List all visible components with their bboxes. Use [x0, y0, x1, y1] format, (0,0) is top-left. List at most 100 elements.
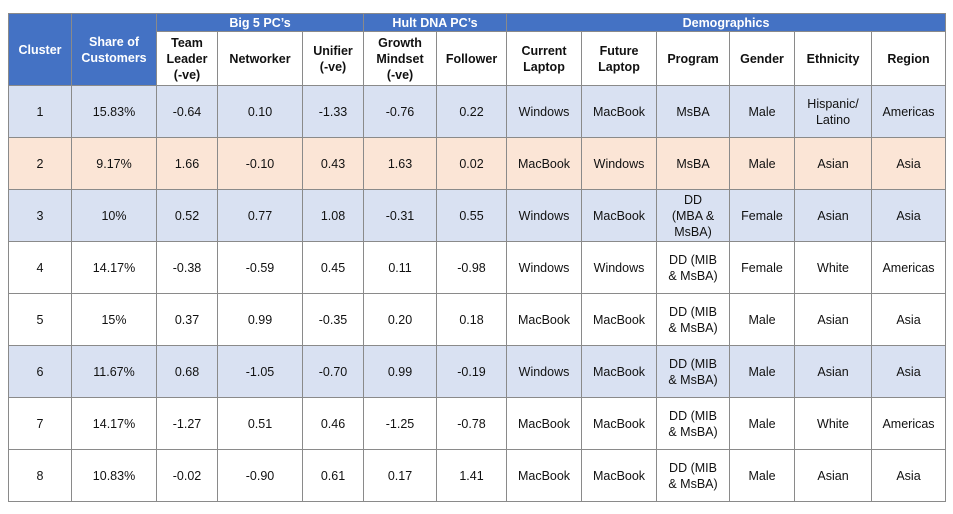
cell-region: Asia — [871, 189, 947, 242]
cell-future-laptop: Windows — [581, 241, 658, 294]
cell-follower: 0.22 — [436, 85, 508, 138]
table-row: 2 9.17% 1.66 -0.10 0.43 1.63 0.02 MacBoo… — [8, 137, 947, 190]
cell-networker: -1.05 — [217, 345, 303, 398]
header-program: Program — [656, 31, 731, 86]
cell-current-laptop: MacBook — [506, 397, 583, 450]
header-follower: Follower — [436, 31, 508, 86]
cell-unifier: 0.61 — [301, 449, 365, 502]
header-current-laptop: Current Laptop — [506, 31, 583, 86]
cell-cluster: 3 — [8, 189, 72, 242]
header-growth-mindset: Growth Mindset (-ve) — [363, 31, 438, 86]
cell-growth-mindset: 0.11 — [363, 241, 438, 294]
cell-share: 14.17% — [71, 241, 157, 294]
cell-share: 11.67% — [71, 345, 157, 398]
table-row: 1 15.83% -0.64 0.10 -1.33 -0.76 0.22 Win… — [8, 85, 947, 138]
cell-current-laptop: Windows — [506, 189, 583, 242]
cell-region: Asia — [871, 293, 947, 346]
header-gender: Gender — [729, 31, 796, 86]
cell-share: 15.83% — [71, 85, 157, 138]
cell-team-leader: -0.02 — [156, 449, 218, 502]
header-future-laptop: Future Laptop — [581, 31, 658, 86]
table-row: 3 10% 0.52 0.77 1.08 -0.31 0.55 Windows … — [8, 189, 947, 242]
cell-future-laptop: MacBook — [581, 397, 658, 450]
table-row: 6 11.67% 0.68 -1.05 -0.70 0.99 -0.19 Win… — [8, 345, 947, 398]
cell-gender: Male — [729, 137, 796, 190]
cell-ethnicity: Asian — [794, 293, 873, 346]
cell-unifier: 0.46 — [301, 397, 365, 450]
cell-program: DD (MBA & MsBA) — [656, 189, 731, 242]
cell-growth-mindset: -0.31 — [363, 189, 438, 242]
cell-networker: -0.90 — [217, 449, 303, 502]
cell-ethnicity: White — [794, 397, 873, 450]
cell-follower: 0.02 — [436, 137, 508, 190]
cell-team-leader: -0.64 — [156, 85, 218, 138]
cell-cluster: 2 — [8, 137, 72, 190]
cell-follower: 0.55 — [436, 189, 508, 242]
cell-follower: 0.18 — [436, 293, 508, 346]
cell-unifier: 1.08 — [301, 189, 365, 242]
cell-team-leader: -0.38 — [156, 241, 218, 294]
cell-share: 9.17% — [71, 137, 157, 190]
cell-networker: -0.10 — [217, 137, 303, 190]
cell-ethnicity: Asian — [794, 137, 873, 190]
cell-future-laptop: MacBook — [581, 449, 658, 502]
column-header-row: Team Leader (-ve) Networker Unifier (-ve… — [9, 31, 947, 86]
group-header-row: Cluster Share of Customers Big 5 PC’s Hu… — [8, 13, 947, 86]
cell-gender: Female — [729, 189, 796, 242]
cell-region: Americas — [871, 85, 947, 138]
header-unifier: Unifier (-ve) — [301, 31, 365, 86]
group-header-demographics: Demographics — [506, 13, 947, 32]
cell-program: DD (MIB & MsBA) — [656, 397, 731, 450]
cell-region: Asia — [871, 345, 947, 398]
cell-unifier: -0.35 — [301, 293, 365, 346]
cell-growth-mindset: -0.76 — [363, 85, 438, 138]
cell-program: MsBA — [656, 137, 731, 190]
cell-networker: 0.77 — [217, 189, 303, 242]
cell-growth-mindset: 0.99 — [363, 345, 438, 398]
cell-networker: 0.51 — [217, 397, 303, 450]
cell-program: MsBA — [656, 85, 731, 138]
header-cluster: Cluster — [8, 13, 72, 86]
table-row: 5 15% 0.37 0.99 -0.35 0.20 0.18 MacBook … — [8, 293, 947, 346]
cell-current-laptop: MacBook — [506, 293, 583, 346]
cell-current-laptop: Windows — [506, 85, 583, 138]
cell-cluster: 6 — [8, 345, 72, 398]
cell-share: 10.83% — [71, 449, 157, 502]
cell-current-laptop: Windows — [506, 345, 583, 398]
cell-gender: Male — [729, 293, 796, 346]
header-networker: Networker — [217, 31, 303, 86]
cell-gender: Male — [729, 397, 796, 450]
cell-cluster: 7 — [8, 397, 72, 450]
cell-ethnicity: Hispanic/ Latino — [794, 85, 873, 138]
cell-cluster: 5 — [8, 293, 72, 346]
cell-unifier: 0.45 — [301, 241, 365, 294]
cell-growth-mindset: -1.25 — [363, 397, 438, 450]
header-region: Region — [871, 31, 947, 86]
cell-networker: -0.59 — [217, 241, 303, 294]
cell-current-laptop: MacBook — [506, 449, 583, 502]
cell-unifier: -1.33 — [301, 85, 365, 138]
cell-current-laptop: MacBook — [506, 137, 583, 190]
header-share: Share of Customers — [71, 13, 157, 86]
cell-future-laptop: MacBook — [581, 345, 658, 398]
cell-gender: Male — [729, 449, 796, 502]
cell-ethnicity: White — [794, 241, 873, 294]
cell-networker: 0.10 — [217, 85, 303, 138]
group-header-big5: Big 5 PC’s — [155, 13, 365, 32]
cell-share: 15% — [71, 293, 157, 346]
cell-gender: Female — [729, 241, 796, 294]
cell-future-laptop: MacBook — [581, 85, 658, 138]
header-team-leader: Team Leader (-ve) — [156, 31, 218, 86]
cell-growth-mindset: 0.17 — [363, 449, 438, 502]
cell-current-laptop: Windows — [506, 241, 583, 294]
cell-ethnicity: Asian — [794, 345, 873, 398]
cell-region: Americas — [871, 397, 947, 450]
cell-team-leader: 0.52 — [156, 189, 218, 242]
cell-follower: -0.19 — [436, 345, 508, 398]
cell-growth-mindset: 0.20 — [363, 293, 438, 346]
cell-future-laptop: Windows — [581, 137, 658, 190]
cell-team-leader: 0.37 — [156, 293, 218, 346]
cell-team-leader: -1.27 — [156, 397, 218, 450]
cell-region: Asia — [871, 449, 947, 502]
cell-team-leader: 1.66 — [156, 137, 218, 190]
